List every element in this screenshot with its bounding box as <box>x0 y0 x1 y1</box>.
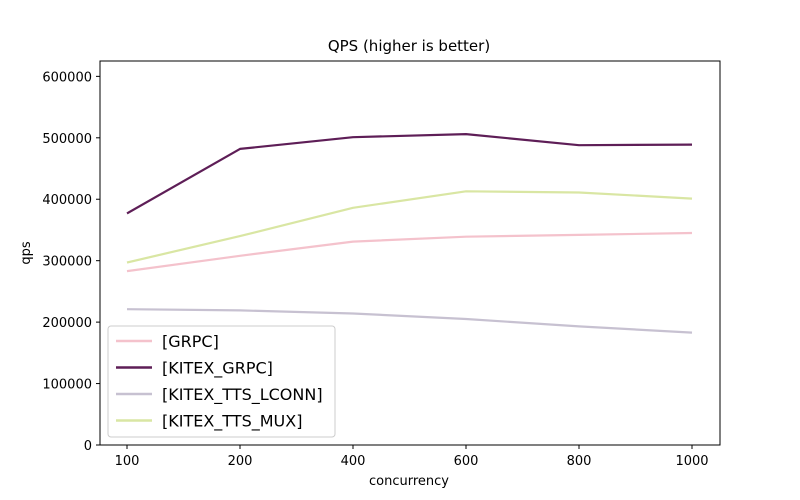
y-tick-label: 200000 <box>42 316 92 331</box>
x-tick-label: 100 <box>115 454 140 469</box>
plot-frame <box>99 60 721 446</box>
x-axis-label: concurrency <box>369 474 449 489</box>
y-tick-label: 500000 <box>42 132 92 147</box>
y-tick-label: 0 <box>84 439 92 454</box>
x-tick-label: 400 <box>341 454 366 469</box>
y-tick-label: 400000 <box>42 193 92 208</box>
chart-title: QPS (higher is better) <box>328 37 490 55</box>
x-tick-label: 600 <box>454 454 479 469</box>
series-line-1 <box>126 133 693 215</box>
y-tick-label: 600000 <box>42 70 92 85</box>
y-tick-label: 300000 <box>42 255 92 270</box>
axes: 100 200 400 600 800 1000 0 100000 200000 300000 40… <box>42 70 708 469</box>
y-axis-label: qps <box>19 241 34 265</box>
legend-box <box>107 325 336 438</box>
x-tick-label: 800 <box>567 454 592 469</box>
series-line-3 <box>126 190 693 264</box>
legend-label-0: [GRPC] <box>162 332 219 351</box>
x-tick-label: 1000 <box>675 454 708 469</box>
legend-label-3: [KITEX_TTS_MUX] <box>162 412 302 432</box>
legend-label-2: [KITEX_TTS_LCONN] <box>162 385 323 405</box>
y-tick-label: 100000 <box>42 378 92 393</box>
legend: [GRPC] [KITEX_GRPC] [KITEX_TTS_LCONN] [KITE… <box>107 325 336 438</box>
x-tick-label: 200 <box>228 454 253 469</box>
series-line-2 <box>126 308 693 334</box>
legend-label-1: [KITEX_GRPC] <box>162 359 273 379</box>
plot-area <box>126 133 693 334</box>
series-line-0 <box>126 231 693 273</box>
